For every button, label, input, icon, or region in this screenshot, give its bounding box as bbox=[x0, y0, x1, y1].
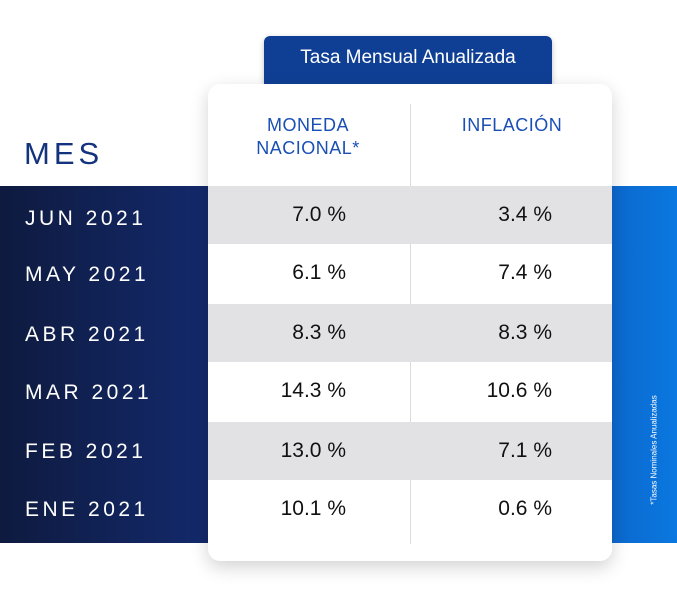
table-row: 8.3 % 8.3 % bbox=[208, 304, 612, 362]
inflacion-value: 7.4 % bbox=[498, 261, 552, 284]
month-label: ENE 2021 bbox=[25, 498, 149, 521]
moneda-value: 7.0 % bbox=[292, 203, 346, 226]
rates-card: MONEDA NACIONAL* INFLACIÓN 7.0 % 3.4 % 6… bbox=[208, 84, 612, 561]
table-row: 6.1 % 7.4 % bbox=[208, 244, 612, 302]
moneda-header-line2: NACIONAL* bbox=[256, 138, 360, 158]
moneda-value: 8.3 % bbox=[292, 321, 346, 344]
moneda-value: 10.1 % bbox=[280, 497, 346, 520]
inflacion-value: 3.4 % bbox=[498, 203, 552, 226]
inflacion-value: 0.6 % bbox=[498, 497, 552, 520]
table-row: 14.3 % 10.6 % bbox=[208, 362, 612, 420]
rate-type-tab: Tasa Mensual Anualizada bbox=[264, 36, 552, 84]
moneda-value: 14.3 % bbox=[280, 379, 346, 402]
mes-heading: MES bbox=[24, 136, 104, 171]
moneda-value: 13.0 % bbox=[280, 439, 346, 462]
month-label: MAY 2021 bbox=[25, 263, 150, 286]
month-label: JUN 2021 bbox=[25, 207, 147, 230]
table-row: 7.0 % 3.4 % bbox=[208, 186, 612, 244]
footnote: *Tasas Nominales Anualizadas bbox=[649, 395, 659, 505]
moneda-value: 6.1 % bbox=[292, 261, 346, 284]
table-row: 10.1 % 0.6 % bbox=[208, 480, 612, 538]
month-label: MAR 2021 bbox=[25, 381, 153, 404]
moneda-header-line1: MONEDA bbox=[266, 115, 349, 135]
month-label: FEB 2021 bbox=[25, 440, 147, 463]
inflacion-value: 7.1 % bbox=[498, 439, 552, 462]
inflacion-value: 10.6 % bbox=[486, 379, 552, 402]
table-row: 13.0 % 7.1 % bbox=[208, 422, 612, 480]
inflacion-value: 8.3 % bbox=[498, 321, 552, 344]
moneda-nacional-header: MONEDA NACIONAL* bbox=[208, 114, 408, 160]
month-label: ABR 2021 bbox=[25, 323, 149, 346]
inflacion-header: INFLACIÓN bbox=[461, 115, 563, 135]
